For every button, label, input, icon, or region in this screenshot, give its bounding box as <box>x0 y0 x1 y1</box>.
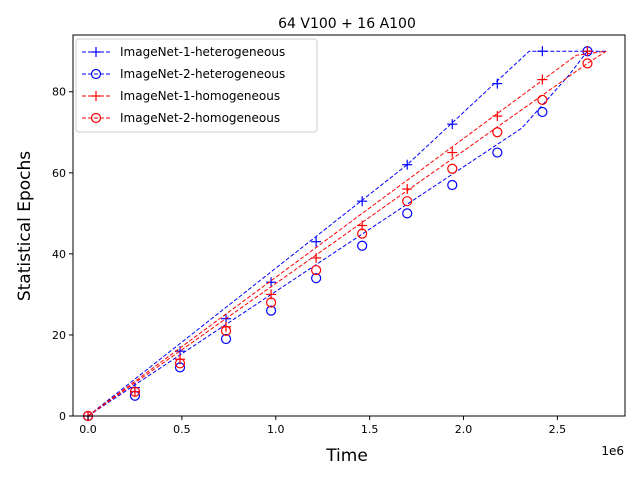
legend-marker <box>91 47 101 57</box>
data-point <box>357 196 368 207</box>
data-point <box>537 74 548 85</box>
series-line <box>87 50 607 417</box>
data-point <box>447 119 458 130</box>
data-point <box>220 333 232 345</box>
x-tick-label: 0.0 <box>79 423 97 436</box>
legend-label: ImageNet-1-heterogeneous <box>120 45 285 59</box>
data-point <box>537 94 548 105</box>
data-point <box>265 305 277 316</box>
x-tick-label: 0.5 <box>173 423 191 436</box>
data-point <box>582 58 593 69</box>
x-axis-offset-label: 1e6 <box>601 444 624 458</box>
y-tick-label: 60 <box>52 167 66 180</box>
x-tick-label: 2.5 <box>549 423 567 436</box>
series-line <box>87 50 607 417</box>
y-tick-label: 80 <box>52 86 66 99</box>
legend-label: ImageNet-1-homogeneous <box>120 89 280 103</box>
data-point <box>311 236 322 247</box>
legend-item: ImageNet-1-homogeneous <box>82 89 280 103</box>
data-point <box>492 111 503 122</box>
data-point <box>265 297 277 308</box>
x-tick-label: 1.0 <box>267 423 285 436</box>
y-axis-label: Statistical Epochs <box>15 151 35 301</box>
data-point <box>129 386 140 397</box>
legend-marker <box>91 91 101 101</box>
legend-box <box>75 38 318 133</box>
data-point <box>357 228 368 239</box>
series-3 <box>83 46 607 421</box>
legend-label: ImageNet-2-homogeneous <box>120 111 280 125</box>
y-tick-label: 20 <box>52 329 66 342</box>
data-point <box>174 358 186 369</box>
legend: ImageNet-1-heterogeneous ImageNet-2-heter… <box>75 38 318 133</box>
data-point <box>402 184 413 195</box>
data-point <box>447 163 458 174</box>
data-point <box>311 264 322 276</box>
data-point <box>357 240 368 251</box>
data-point <box>402 208 413 219</box>
series-layer <box>82 46 607 422</box>
legend-item: ImageNet-2-heterogeneous <box>82 67 285 81</box>
data-point <box>402 196 413 207</box>
data-point <box>447 147 458 158</box>
data-point <box>447 179 458 191</box>
y-tick-label: 40 <box>52 248 66 261</box>
data-point <box>220 325 232 336</box>
data-point <box>311 273 322 284</box>
legend-marker <box>90 68 102 80</box>
legend-item: ImageNet-2-homogeneous <box>82 111 280 125</box>
legend-item: ImageNet-1-heterogeneous <box>82 45 285 59</box>
data-point <box>537 106 548 118</box>
data-point <box>266 277 277 288</box>
chart-title: 64 V100 + 16 A100 <box>278 16 416 32</box>
series-line <box>87 50 607 417</box>
y-axis: 0 20 40 60 80 <box>52 86 73 423</box>
data-point <box>492 147 503 158</box>
plot-frame <box>72 34 626 417</box>
x-axis: 0.0 0.5 1.0 1.5 2.0 2.5 <box>79 416 566 436</box>
y-tick-label: 0 <box>59 410 66 423</box>
x-axis-label: Time <box>325 446 368 466</box>
series-line <box>87 50 588 417</box>
data-point <box>582 46 593 57</box>
data-point <box>537 46 548 57</box>
legend-label: ImageNet-2-heterogeneous <box>120 67 285 81</box>
data-point <box>492 127 503 138</box>
x-tick-label: 1.5 <box>361 423 379 436</box>
x-tick-label: 2.0 <box>455 423 473 436</box>
legend-marker <box>90 112 102 124</box>
data-point <box>402 159 413 170</box>
data-point <box>129 386 141 397</box>
data-point <box>492 78 503 89</box>
